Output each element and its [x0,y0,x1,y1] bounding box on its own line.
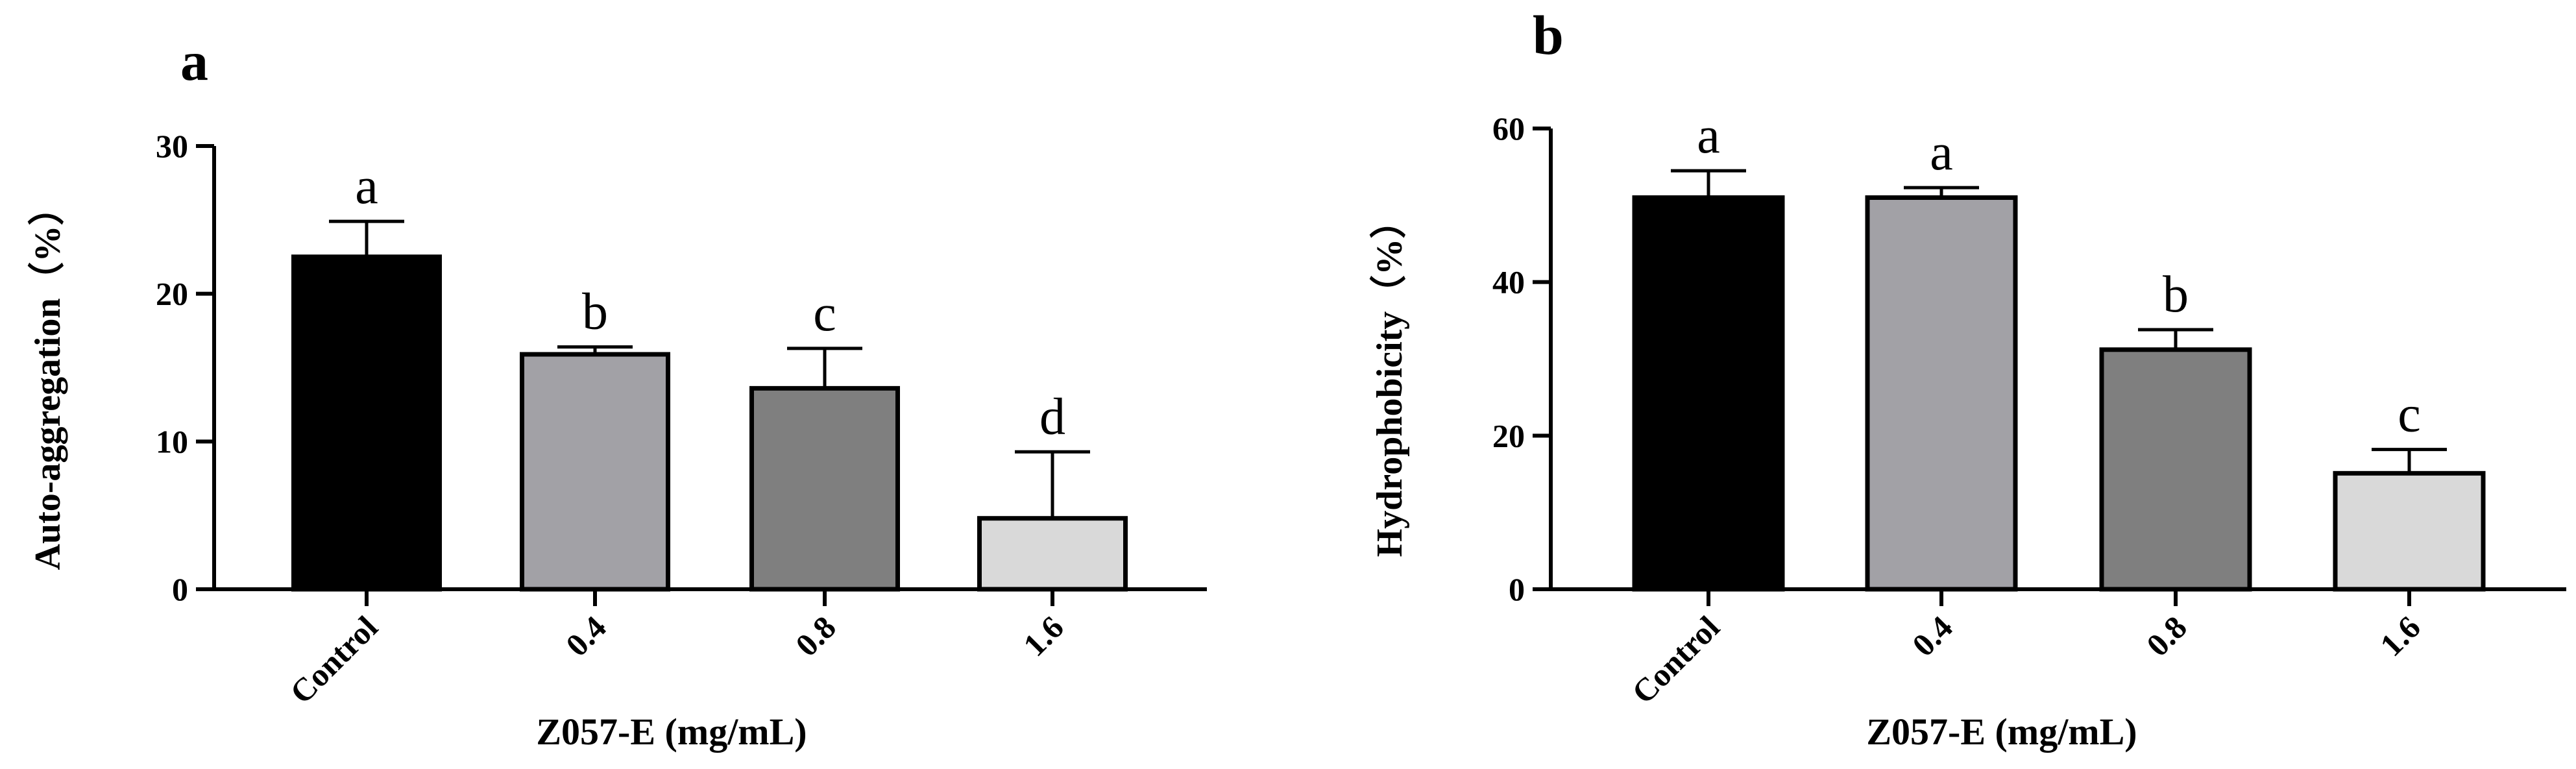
significance-label: a [1697,107,1720,164]
significance-label: b [582,284,608,341]
y-tick-label: 60 [1492,110,1525,147]
significance-label: d [1039,388,1065,445]
x-tick-label: Control [283,609,385,711]
chart-panel-b: b 0 20 40 60 a Control a 0.4 b 0.8 c 1.6 Hydrophobici… [1369,4,2566,753]
y-tick-label: 0 [1509,571,1525,607]
y-axis-title: Auto-aggregation（%） [27,189,68,570]
y-tick-label: 40 [1492,264,1525,300]
bar [2333,470,2486,592]
bar [520,352,670,592]
x-tick-label: 0.4 [559,609,613,663]
x-tick-label: Control [1625,609,1727,711]
significance-label: b [2163,266,2189,323]
y-axis-title: Hydrophobicity（%） [1369,202,1410,557]
panel-label: b [1533,4,1564,66]
significance-label: a [355,158,378,215]
x-axis-title: Z057-E (mg/mL) [1866,711,2137,753]
y-tick-label: 10 [156,423,188,459]
bar [749,385,900,592]
bar [291,254,442,592]
chart-panel-a: a 0 10 20 30 a Control b 0.4 c 0.8 d 1.6 Auto-aggrega… [27,30,1207,753]
y-tick-label: 0 [172,571,188,607]
panel-label: a [180,30,208,92]
x-tick-label: 1.6 [1016,609,1071,663]
x-axis-title: Z057-E (mg/mL) [536,711,807,753]
x-tick-label: 0.8 [2139,609,2194,663]
y-tick-label: 20 [156,276,188,312]
bar [1632,195,1785,592]
significance-label: c [2398,386,2421,443]
significance-label: a [1930,124,1953,181]
bar [2099,347,2252,592]
bar [1865,195,2018,592]
significance-label: c [813,285,836,342]
x-tick-label: 0.8 [788,609,843,663]
x-tick-label: 0.4 [1905,609,1960,663]
x-tick-label: 1.6 [2373,609,2427,663]
y-tick-label: 20 [1492,417,1525,454]
bar [977,516,1128,592]
y-tick-label: 30 [156,128,188,164]
